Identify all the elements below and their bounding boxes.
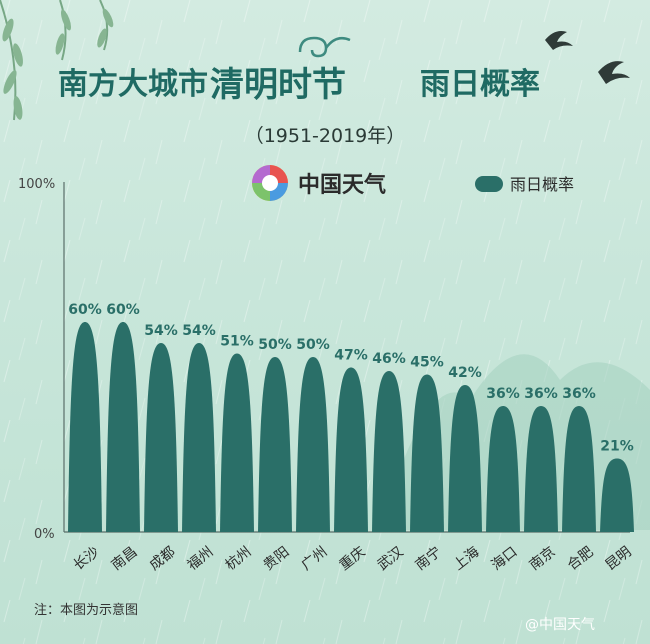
watermark: @中国天气 [525, 617, 595, 633]
value-label: 45% [410, 355, 444, 371]
subtitle: （1951-2019年） [245, 125, 406, 147]
value-label: 36% [524, 386, 558, 402]
legend: 雨日概率 [475, 175, 574, 194]
title-part-c: 雨日概率 [420, 67, 540, 102]
value-label: 47% [334, 348, 368, 364]
title-part-b: 清明时节 [210, 65, 346, 105]
bar-南宁 [410, 374, 444, 532]
y-tick-0: 0% [34, 527, 55, 542]
footnote: 注：本图为示意图 [34, 602, 138, 618]
bar-福州 [182, 343, 216, 532]
value-label: 46% [372, 351, 406, 367]
bar-南京 [524, 406, 558, 532]
bar-重庆 [334, 367, 368, 532]
y-tick-100: 100% [18, 177, 55, 192]
value-labels-group: 60% 60%54% 54%51% 50% 50%47% 46% 45%42%36% 36% 3… [68, 302, 634, 455]
value-label: 54% [144, 323, 178, 339]
bar-杭州 [220, 353, 254, 532]
title-part-a: 南方大城市 [58, 67, 208, 102]
value-label: 50% [258, 337, 292, 353]
bar-武汉 [372, 371, 406, 532]
value-label: 36% [562, 386, 596, 402]
cloud-ornament [298, 36, 351, 58]
value-label: 21% [600, 439, 634, 455]
bar-合肥 [562, 406, 596, 532]
value-label: 60% [68, 302, 102, 318]
brand-logo-icon [252, 165, 288, 201]
bar-贵阳 [258, 357, 292, 532]
swallow-icon [545, 31, 630, 84]
value-label: 42% [448, 365, 482, 381]
willow-branches [0, 0, 114, 121]
value-label: 51% [220, 334, 254, 350]
bar-上海 [448, 385, 482, 532]
value-label: 36% [486, 386, 520, 402]
bar-成都 [144, 343, 178, 532]
value-label: 54% [182, 323, 216, 339]
bar-南昌 [106, 322, 140, 532]
bar-海口 [486, 406, 520, 532]
legend-label: 雨日概率 [510, 175, 574, 194]
value-label: 60% [106, 302, 140, 318]
bar-广州 [296, 357, 330, 532]
legend-swatch [475, 176, 503, 192]
brand-name: 中国天气 [298, 172, 386, 198]
value-label: 50% [296, 337, 330, 353]
bars-group [68, 322, 634, 532]
bar-长沙 [68, 322, 102, 532]
bar-昆明 [600, 458, 634, 532]
